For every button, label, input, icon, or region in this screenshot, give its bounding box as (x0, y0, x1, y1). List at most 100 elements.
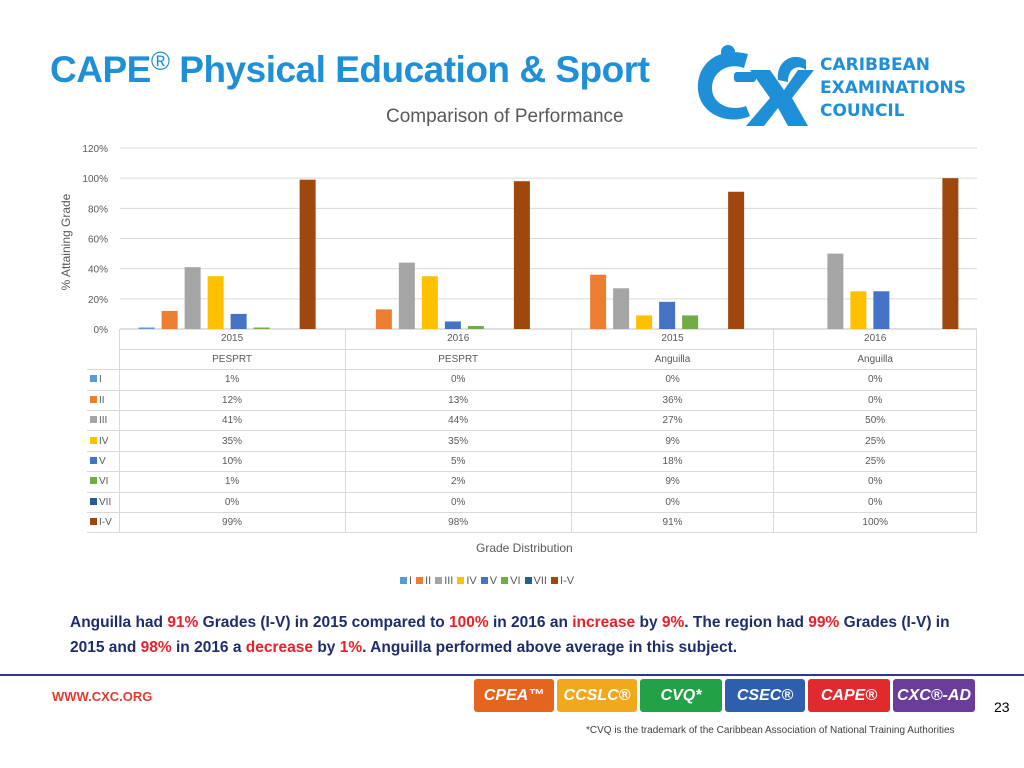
brand-badge[interactable]: CVQ* (640, 679, 722, 712)
legend-label: I (409, 575, 413, 587)
brand-badge[interactable]: CCSLC® (557, 679, 637, 712)
table-header-cell: 2015 (570, 329, 775, 350)
table-cell: 36% (570, 389, 775, 412)
table-row: VII 0% 0% 0% 0% (87, 491, 977, 514)
y-axis-label: % Attaining Grade (59, 193, 73, 291)
summary-fragment: in 2016 an (488, 614, 573, 631)
table-cell: 2% (344, 471, 572, 493)
bar-i-v (728, 191, 745, 329)
table-header-cell: 2015 (118, 329, 346, 350)
legend-swatch (524, 577, 532, 584)
bar-vi (253, 327, 270, 329)
brand-badge[interactable]: CXC®-AD (893, 679, 975, 712)
website-link[interactable]: WWW.CXC.ORG (52, 689, 153, 704)
bar-i-v (513, 181, 530, 329)
legend-label: II (425, 575, 432, 587)
table-row: I 1% 0% 0% 0% (87, 369, 977, 391)
legend-item: VII (524, 575, 547, 587)
chart-legend: I II III IV V VI VII I-V (400, 575, 578, 587)
bar-i-v (942, 178, 959, 329)
table-cell: 35% (344, 430, 572, 452)
summary-fragment: Grades (I-V) in 2015 compared to (198, 614, 450, 631)
table-cell: 1% (118, 471, 346, 493)
brand-badge[interactable]: CSEC® (725, 679, 805, 712)
legend-swatch (416, 577, 424, 584)
legend-swatch (400, 577, 407, 584)
page-number: 23 (994, 699, 1010, 715)
bar-iv (636, 315, 653, 329)
table-header-cell: PESPRT (118, 349, 346, 371)
brand-badge[interactable]: CAPE® (808, 679, 890, 712)
legend-swatch (457, 577, 465, 584)
footer-divider (0, 674, 1024, 676)
bar-i (138, 327, 155, 329)
table-header-cell: PESPRT (344, 349, 572, 371)
series-name: III (99, 415, 108, 427)
bar-chart: 0% 20% 40% 60% 80% 100% 120% (82, 144, 977, 336)
table-cell: 10% (118, 450, 346, 473)
table-row: V 10% 5% 18% 25% (87, 450, 977, 473)
legend-swatch (90, 457, 97, 465)
table-row-label: III (87, 410, 120, 432)
summary-text: Anguilla had 91% Grades (I-V) in 2015 co… (70, 610, 970, 660)
legend-item: I (400, 575, 412, 587)
series-name: V (99, 456, 106, 468)
table-cell: 1% (118, 369, 346, 391)
bar-iii (827, 253, 844, 329)
cxc-logo: CARIBBEAN EXAMINATIONS COUNCIL (697, 45, 966, 126)
bar-vi (682, 315, 699, 329)
summary-fragment: by (635, 614, 662, 631)
y-tick-label: 20% (88, 295, 108, 306)
legend-swatch (550, 577, 558, 584)
svg-text:EXAMINATIONS: EXAMINATIONS (820, 78, 966, 98)
table-row: VI 1% 2% 9% 0% (87, 471, 977, 493)
table-cell: 0% (344, 369, 572, 391)
bar-iii (184, 267, 201, 329)
bar-v (444, 321, 461, 329)
table-cell: 98% (344, 512, 572, 534)
highlight-text: 1% (339, 639, 363, 656)
table-row: II 12% 13% 36% 0% (87, 389, 977, 412)
table-row: I-V 99% 98% 91% 100% (87, 512, 977, 534)
highlight-text: increase (572, 614, 636, 631)
y-tick-label: 0% (94, 325, 109, 336)
summary-fragment: . The region had (684, 614, 809, 631)
legend-swatch (90, 497, 97, 505)
table-cell: 100% (773, 512, 977, 534)
highlight-text: 91% (167, 614, 199, 631)
legend-swatch (90, 395, 97, 403)
highlight-text: 99% (808, 614, 840, 631)
table-cell: 0% (773, 389, 977, 412)
series-name: I-V (99, 517, 112, 529)
table-row-label: I (87, 369, 120, 391)
table-cell: 91% (570, 512, 775, 534)
legend-swatch (90, 518, 97, 526)
series-name: IV (99, 435, 109, 447)
brand-badge[interactable]: CPEA™ (474, 679, 554, 712)
svg-text:COUNCIL: COUNCIL (820, 101, 905, 121)
legend-item: III (435, 575, 453, 587)
data-table: 2015 2016 2015 2016 PESPRT PESPRT Anguil… (87, 329, 977, 534)
bar-iv (850, 291, 867, 329)
legend-swatch (90, 375, 97, 383)
table-cell: 12% (118, 389, 346, 412)
highlight-text: decrease (245, 639, 314, 656)
table-cell: 9% (570, 430, 775, 452)
highlight-text: 9% (661, 614, 685, 631)
legend-item: II (416, 575, 431, 587)
table-row-label: I-V (87, 512, 120, 534)
footnote: *CVQ is the trademark of the Caribbean A… (586, 725, 955, 736)
table-header-years: 2015 2016 2015 2016 (87, 329, 977, 350)
table-cell: 44% (344, 410, 572, 432)
table-cell: 18% (570, 450, 775, 473)
table-cell: 35% (118, 430, 346, 452)
legend-swatch (90, 477, 97, 485)
table-header-cell: 2016 (773, 329, 977, 350)
legend-swatch (90, 416, 97, 424)
table-cell: 0% (344, 491, 572, 514)
bar-v (873, 291, 890, 329)
table-cell: 50% (773, 410, 977, 432)
legend-swatch (435, 577, 443, 584)
table-cell: 0% (570, 491, 775, 514)
legend-label: VII (533, 575, 547, 587)
